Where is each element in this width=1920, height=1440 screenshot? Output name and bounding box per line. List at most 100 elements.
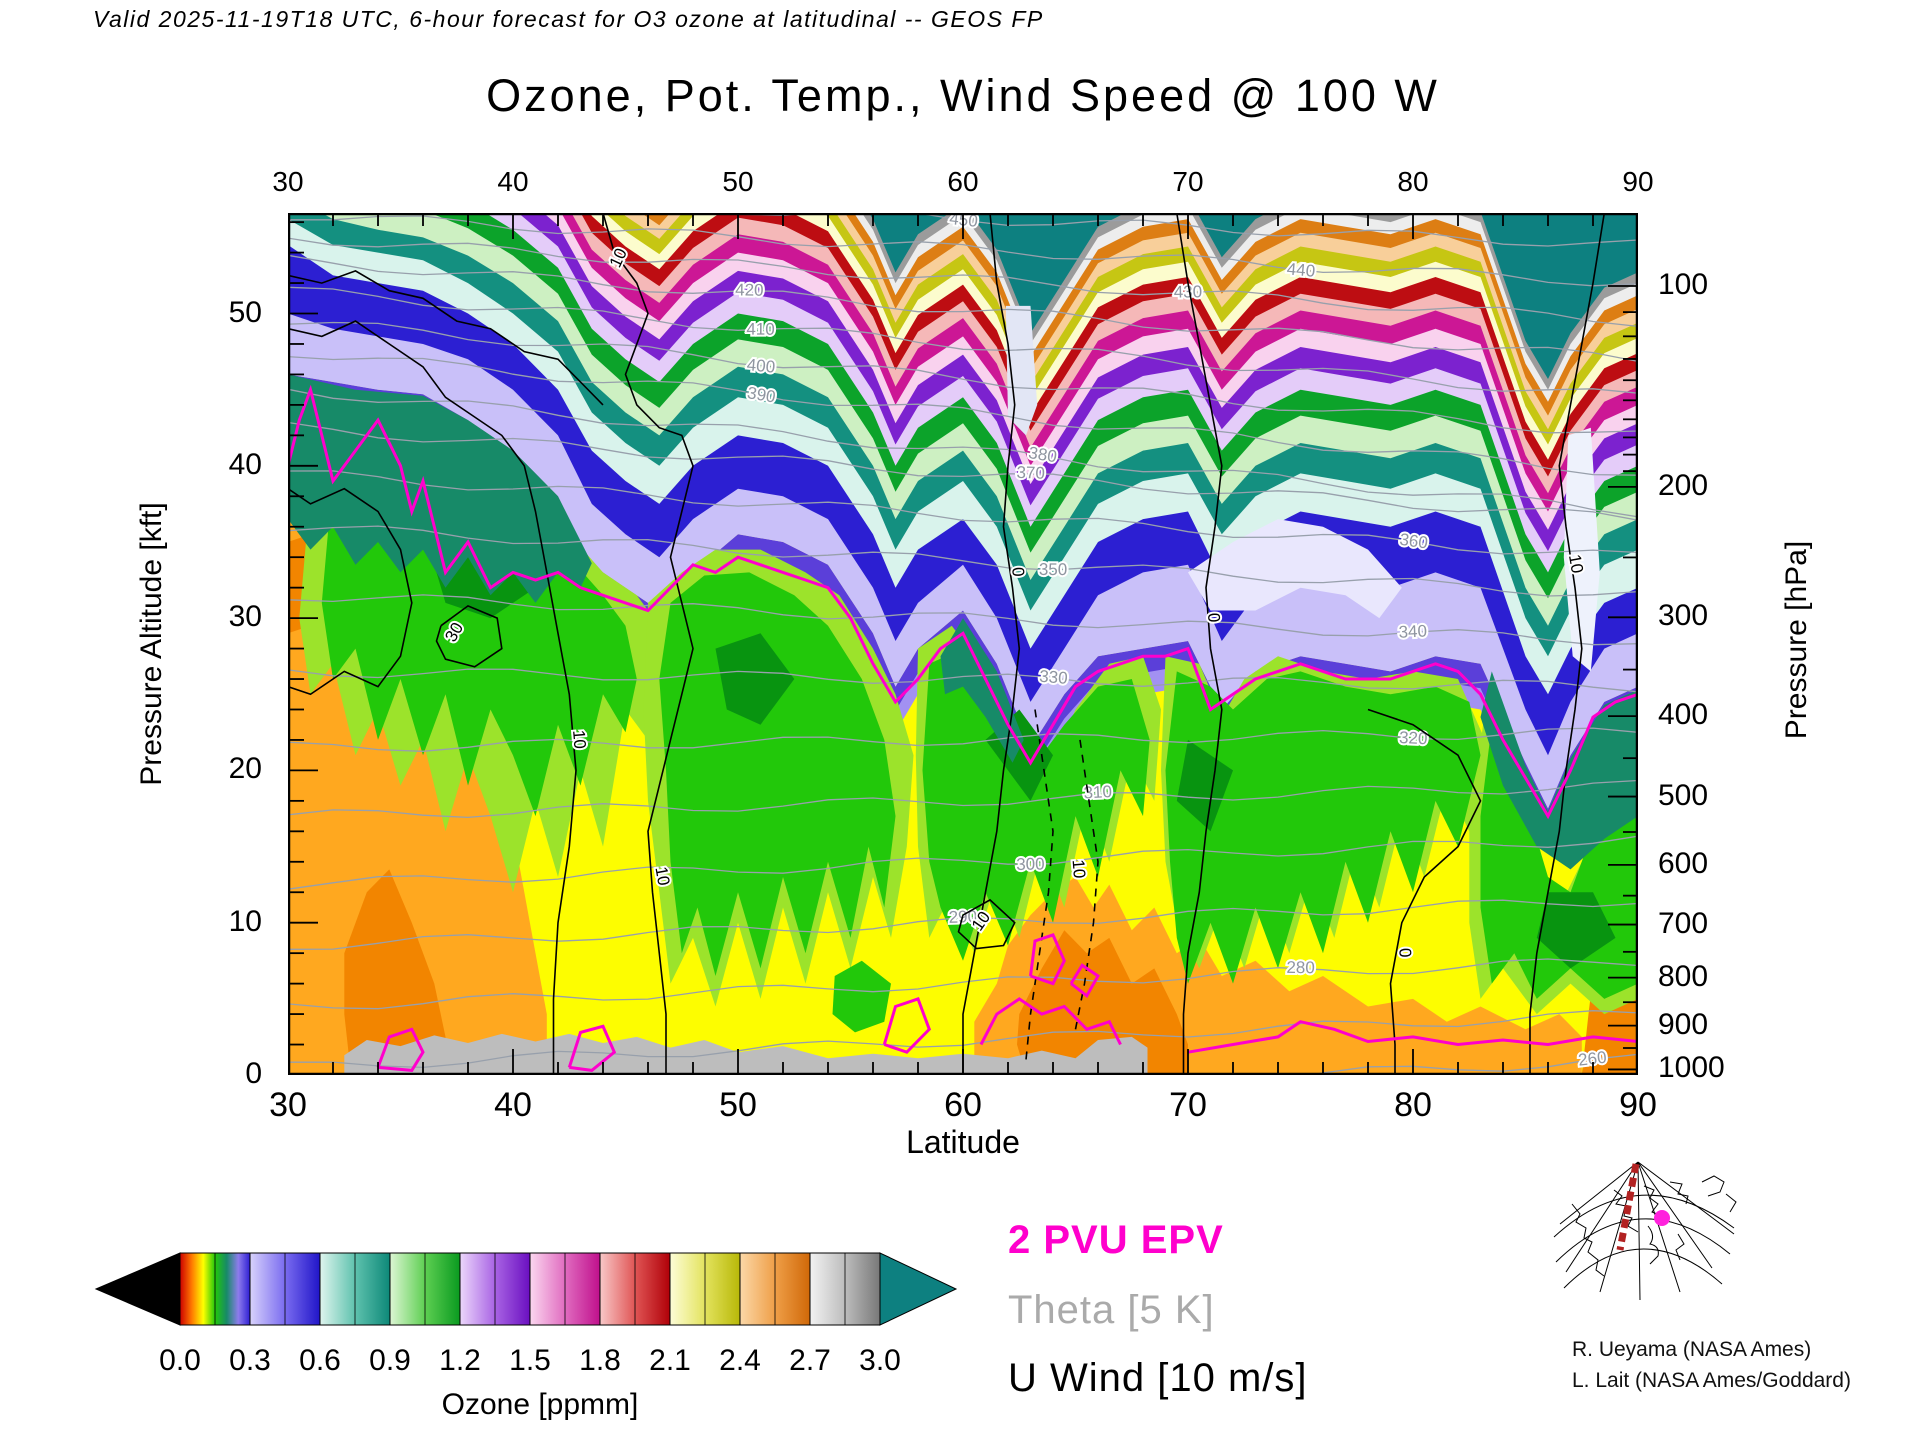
left-axis-tick-50: 50	[228, 295, 262, 329]
plot-frame	[288, 213, 1638, 1075]
bottom-axis-tick-30: 30	[269, 1086, 307, 1124]
top-axis-tick-30: 30	[272, 166, 304, 197]
ozone-band-2.1	[590, 213, 1638, 460]
colorbar-over-arrow	[879, 1252, 958, 1326]
terrain-fill	[344, 1033, 1148, 1075]
theta-label: 340	[1398, 622, 1427, 642]
uwind-label: 0	[1008, 566, 1028, 577]
uwind-label: 10	[1068, 859, 1089, 880]
colorbar-tick-2.7: 2.7	[789, 1344, 831, 1377]
colorbar-under-arrow	[94, 1252, 181, 1326]
top-axis-tick-60: 60	[947, 166, 979, 197]
uwind-contour	[602, 213, 694, 1075]
ozone-patch	[922, 648, 1150, 961]
bottom-axis-tick-50: 50	[719, 1086, 757, 1124]
theta-label: 360	[1398, 530, 1429, 553]
theta-label: 330	[1039, 667, 1069, 688]
map-location-dot	[1654, 1210, 1670, 1226]
legend-theta: Theta [5 K]	[1008, 1288, 1215, 1332]
bottom-axis-tick-70: 70	[1169, 1086, 1207, 1124]
top-axis-tick-80: 80	[1397, 166, 1429, 197]
ozone-colorbar	[94, 1252, 958, 1326]
left-axis-title: Pressure Altitude [kft]	[135, 502, 168, 786]
theta-label: 440	[1286, 259, 1316, 280]
colorbar-tick-1.8: 1.8	[579, 1344, 621, 1377]
epv-contour-loop	[882, 997, 932, 1054]
x-axis-title: Latitude	[906, 1124, 1020, 1160]
epv-contour-loop	[376, 1027, 425, 1072]
uwind-contour	[435, 604, 503, 668]
theta-contour-430	[288, 237, 1638, 328]
map-meridians	[1559, 1161, 1735, 1301]
uwind-label: 10	[651, 865, 673, 887]
ozone-patch	[1005, 305, 1038, 436]
legend-epv: 2 PVU EPV	[1008, 1218, 1224, 1262]
theta-contour-340	[288, 594, 1638, 646]
theta-contour-350	[288, 525, 1638, 597]
colorbar-tick-2.1: 2.1	[649, 1344, 691, 1377]
plot-title: Ozone, Pot. Temp., Wind Speed @ 100 W	[486, 70, 1440, 121]
theta-label: 410	[746, 320, 774, 339]
top-axis-tick-40: 40	[497, 166, 529, 197]
epv-contour-loop	[979, 997, 1122, 1046]
colorbar-tick-0.0: 0.0	[159, 1344, 201, 1377]
bottom-axis-tick-60: 60	[944, 1086, 982, 1124]
ozone-patch	[1188, 519, 1402, 619]
ozone-patch	[1480, 671, 1638, 870]
credit-line-1: R. Ueyama (NASA Ames)	[1572, 1338, 1812, 1361]
theta-contour-370	[288, 421, 1638, 521]
right-axis-tick-500: 500	[1658, 778, 1709, 812]
ozone-patch	[715, 633, 795, 725]
bottom-axis-tick-80: 80	[1394, 1086, 1432, 1124]
top-axis-tick-90: 90	[1622, 166, 1654, 197]
right-axis-tick-900: 900	[1658, 1007, 1709, 1041]
epv-contour-main	[288, 384, 1638, 820]
right-axis-title: Pressure [hPa]	[1780, 540, 1813, 740]
ozone-band-3	[868, 213, 1638, 379]
uwind-contour	[962, 213, 1021, 1075]
ozone-patch	[1176, 739, 1233, 832]
colorbar-tick-1.5: 1.5	[509, 1344, 551, 1377]
right-axis-tick-700: 700	[1658, 906, 1709, 940]
theta-label: 370	[1016, 463, 1045, 483]
bottom-axis-tick-40: 40	[494, 1086, 532, 1124]
map-cross-section-path	[1616, 1163, 1640, 1251]
ozone-patch	[940, 618, 1024, 763]
theta-contour-280	[288, 958, 1638, 1010]
ozone-patch	[288, 374, 592, 603]
uwind-contour	[1074, 739, 1099, 1030]
uwind-contour	[1529, 213, 1606, 1075]
credit-line-2: L. Lait (NASA Ames/Goddard)	[1572, 1369, 1851, 1392]
uwind-contour	[957, 898, 1016, 950]
epv-contour-loop	[1029, 933, 1066, 986]
theta-label: 320	[1399, 728, 1428, 748]
left-axis-tick-20: 20	[228, 752, 262, 786]
right-axis-tick-300: 300	[1658, 599, 1709, 633]
theta-label: 310	[1083, 782, 1112, 802]
left-axis-tick-0: 0	[245, 1057, 262, 1090]
locator-map	[1553, 1161, 1737, 1301]
right-axis-tick-1000: 1000	[1658, 1051, 1725, 1085]
epv-contour-loop	[1187, 1020, 1638, 1054]
top-axis-tick-50: 50	[722, 166, 754, 197]
theta-contour-420	[288, 254, 1638, 363]
uwind-contour	[1025, 709, 1054, 1060]
right-axis-tick-400: 400	[1658, 698, 1709, 732]
theta-label: 430	[1174, 282, 1203, 301]
theta-contour-330	[288, 668, 1638, 693]
right-axis-tick-200: 200	[1658, 468, 1709, 502]
uwind-contour	[288, 270, 604, 406]
ozone-patch	[1017, 930, 1188, 1075]
map-graticule	[1553, 1194, 1735, 1289]
theta-label: 280	[1286, 958, 1315, 977]
left-axis-tick-40: 40	[228, 447, 262, 481]
ozone-patch	[1563, 427, 1600, 672]
colorbar-tick-3.0: 3.0	[859, 1344, 901, 1377]
cross-section-plot: 2602802903003103203303403503603703803904…	[288, 213, 1638, 1075]
ozone-patch	[344, 869, 446, 1075]
theta-label: 400	[746, 355, 776, 376]
colorbar-tick-1.2: 1.2	[439, 1344, 481, 1377]
theta-label: 420	[735, 280, 764, 299]
theta-contour-310	[288, 779, 1638, 819]
